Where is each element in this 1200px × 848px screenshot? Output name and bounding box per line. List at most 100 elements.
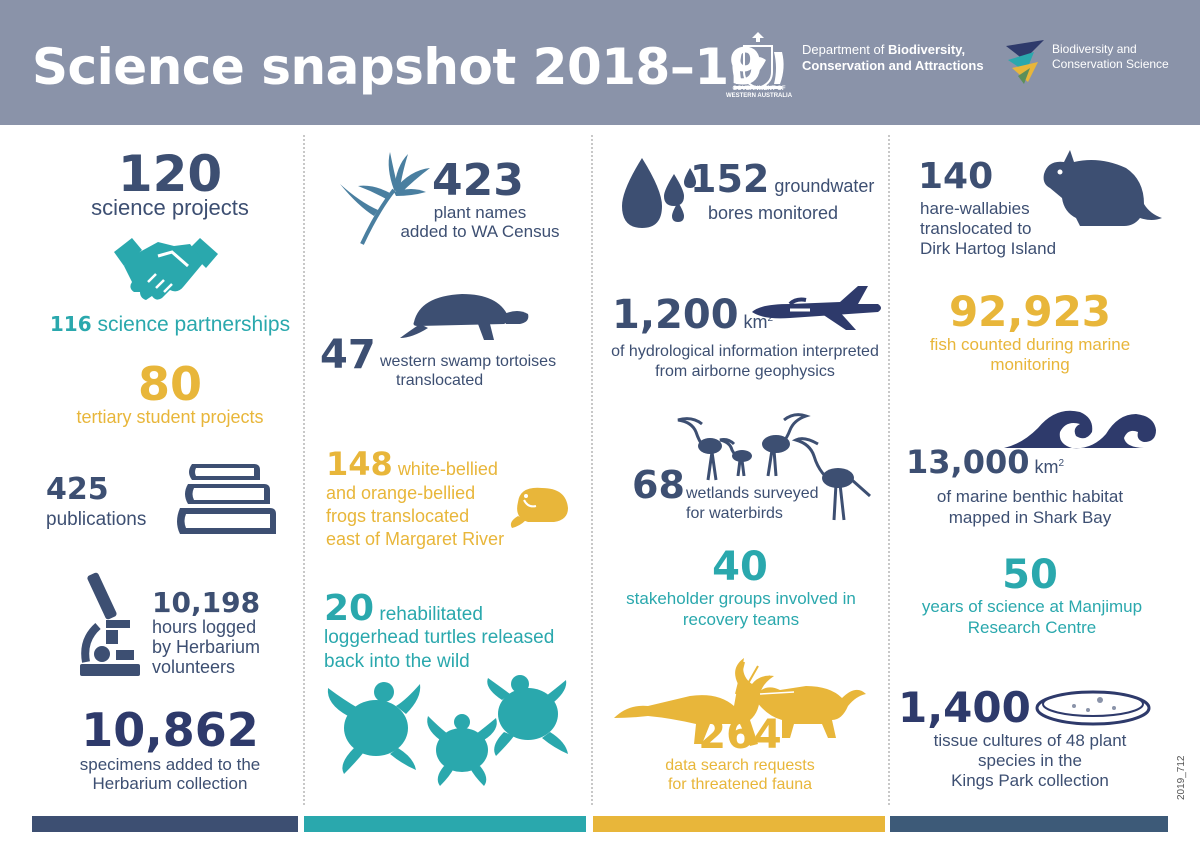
bores-line-first: 152 groundwater — [690, 157, 875, 201]
turtles-number: 20 — [324, 588, 375, 629]
wallaby-line2: translocated to — [920, 219, 1032, 238]
stake-number: 40 — [712, 544, 768, 590]
turtles-line-first: 20 rehabilitated — [324, 590, 483, 628]
plane-icon — [752, 286, 881, 330]
bcs-name: Biodiversity and Conservation Science — [1052, 42, 1169, 72]
sea-turtles-icon — [327, 675, 568, 786]
frogs-line1: white-bellied — [397, 459, 498, 479]
tortoise-line1: western swamp tortoises — [380, 353, 557, 370]
marine-line1: of marine benthic habitat — [936, 487, 1124, 506]
gov-line1: GOVERNMENT OF — [732, 86, 786, 92]
wallaby-line3: Dirk Hartog Island — [920, 239, 1057, 258]
hours-line1: hours logged — [152, 617, 257, 637]
numbat-icon — [614, 658, 866, 746]
footer-bar-teal — [304, 816, 586, 832]
wallaby-line1: hare-wallabies — [920, 199, 1030, 218]
dept-name: Department of Biodiversity, Conservation… — [802, 42, 984, 74]
wetlands-line2: for waterbirds — [686, 505, 783, 522]
turtles-line2: loggerhead turtles released — [324, 627, 555, 648]
microscope-icon — [80, 572, 140, 676]
plants-number: 423 — [432, 155, 524, 206]
water-drops-icon — [622, 158, 696, 228]
waterbirds-icon — [677, 413, 871, 521]
hare-wallaby-icon — [1043, 150, 1162, 226]
specimens-number: 10,862 — [81, 703, 259, 757]
pubs-number: 425 — [46, 472, 109, 507]
turtles-line1: rehabilitated — [379, 604, 483, 625]
footer-code: 2019_712 — [1176, 755, 1187, 801]
flower-icon — [340, 152, 430, 245]
projects-number: 120 — [117, 145, 223, 203]
frogs-line3: frogs translocated — [326, 506, 470, 526]
hydro-sup: 2 — [767, 313, 774, 324]
marine-unit: km — [1034, 457, 1059, 477]
years-number: 50 — [1002, 552, 1058, 598]
hydro-number: 1,200 — [612, 292, 739, 338]
partnerships-label: science partnerships — [97, 313, 291, 336]
footer-bar-navy — [32, 816, 298, 832]
frogs-line2: and orange-bellied — [326, 483, 476, 503]
partnerships-line: 116 science partnerships — [40, 313, 300, 336]
students-number: 80 — [137, 357, 202, 411]
marine-line2: mapped in Shark Bay — [948, 508, 1112, 527]
header-banner: Science snapshot 2018–19 GOVERNMENT OF W… — [0, 0, 1200, 125]
bcs-line1: Biodiversity and — [1052, 42, 1137, 56]
bores-line1: groundwater — [774, 176, 875, 196]
frogs-number: 148 — [326, 445, 393, 483]
column-divider-2 — [591, 135, 593, 805]
fish-line2: monitoring — [990, 355, 1070, 374]
frog-icon — [510, 487, 568, 528]
students-label: tertiary student projects — [76, 407, 264, 427]
hydro-line-first: 1,200 km2 — [612, 294, 773, 336]
turtles-line3: back into the wild — [324, 651, 470, 672]
marine-number: 13,000 — [906, 443, 1030, 481]
frogs-line4: east of Margaret River — [326, 529, 505, 549]
hours-number: 10,198 — [152, 586, 261, 619]
years-line2: Research Centre — [967, 618, 1097, 637]
frogs-line-first: 148 white-bellied — [326, 445, 498, 483]
wetlands-line1: wetlands surveyed — [686, 485, 819, 502]
specimens-line1: specimens added to the — [79, 755, 261, 774]
marine-sup: 2 — [1058, 458, 1065, 469]
waves-icon — [1004, 410, 1160, 449]
tissue-line3: Kings Park collection — [951, 771, 1109, 790]
petri-dish-icon — [1035, 690, 1151, 726]
dept-line2: Conservation and Attractions — [802, 58, 984, 73]
wetlands-number: 68 — [632, 463, 685, 507]
gov-line2: WESTERN AUSTRALIA — [725, 93, 793, 99]
hydro-unit: km — [743, 312, 768, 332]
wallaby-number: 140 — [918, 156, 994, 197]
tortoise-number: 47 — [320, 332, 376, 378]
column-divider-1 — [303, 135, 305, 805]
bcs-line2: Conservation Science — [1052, 57, 1169, 71]
projects-label: science projects — [91, 195, 249, 220]
bcs-logo-icon — [1006, 40, 1044, 84]
stake-line1: stakeholder groups involved in — [626, 589, 856, 608]
marine-line-first: 13,000 km2 — [906, 443, 1065, 481]
search-line1: data search requests — [665, 757, 815, 774]
years-line1: years of science at Manjimup — [921, 597, 1143, 616]
tortoise-icon — [400, 294, 529, 340]
footer-bar-slate — [890, 816, 1168, 832]
tortoise-line2: translocated — [396, 372, 484, 389]
hydro-line2: from airborne geophysics — [655, 363, 835, 380]
books-icon — [177, 464, 276, 534]
tissue-number: 1,400 — [898, 683, 1031, 732]
hours-line2: by Herbarium — [152, 637, 261, 657]
hours-line3: volunteers — [152, 657, 236, 677]
fish-number: 92,923 — [948, 287, 1112, 336]
search-line2: for threatened fauna — [667, 776, 813, 793]
crest-icon — [732, 32, 784, 90]
fish-line1: fish counted during marine — [929, 335, 1131, 354]
search-number: 264 — [698, 712, 782, 758]
page-title: Science snapshot 2018–19 — [32, 38, 763, 96]
bores-number: 152 — [690, 157, 770, 201]
handshake-icon — [114, 238, 218, 300]
crest-caption: GOVERNMENT OF WESTERN AUSTRALIA — [722, 86, 796, 100]
tissue-line2: species in the — [978, 751, 1082, 770]
stake-line2: recovery teams — [682, 610, 800, 629]
specimens-line2: Herbarium collection — [92, 774, 248, 793]
hydro-line1: of hydrological information interpreted — [611, 343, 879, 360]
plants-line1: plant names — [433, 203, 527, 222]
footer-bar-gold — [593, 816, 885, 832]
